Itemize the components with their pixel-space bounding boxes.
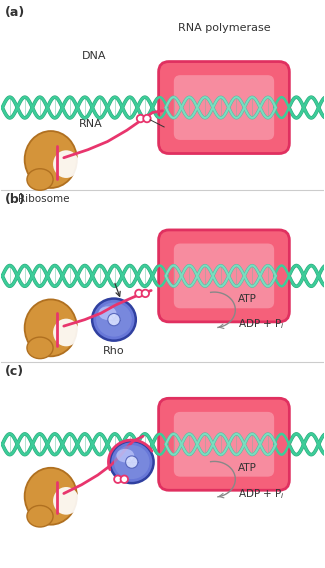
Circle shape xyxy=(135,290,143,297)
Circle shape xyxy=(137,115,144,122)
FancyBboxPatch shape xyxy=(174,244,274,308)
FancyBboxPatch shape xyxy=(159,230,289,322)
Ellipse shape xyxy=(27,337,53,358)
Circle shape xyxy=(142,290,149,297)
Ellipse shape xyxy=(98,306,116,320)
Ellipse shape xyxy=(92,299,136,341)
Ellipse shape xyxy=(53,487,79,515)
Text: ADP + P$_i$: ADP + P$_i$ xyxy=(238,487,285,501)
Ellipse shape xyxy=(27,169,53,190)
Text: Ribosome: Ribosome xyxy=(19,194,70,204)
Ellipse shape xyxy=(96,303,132,337)
Text: (b): (b) xyxy=(5,193,25,206)
Ellipse shape xyxy=(25,468,77,525)
Ellipse shape xyxy=(25,299,77,356)
Circle shape xyxy=(143,115,151,122)
Text: DNA: DNA xyxy=(82,51,107,61)
Text: ATP: ATP xyxy=(238,463,257,473)
Ellipse shape xyxy=(116,449,134,462)
Ellipse shape xyxy=(53,151,79,178)
Circle shape xyxy=(121,475,128,483)
Ellipse shape xyxy=(114,445,150,479)
Ellipse shape xyxy=(27,506,53,527)
Circle shape xyxy=(108,314,120,326)
Text: (c): (c) xyxy=(5,365,24,378)
Ellipse shape xyxy=(53,319,79,346)
Text: ATP: ATP xyxy=(238,294,257,303)
Ellipse shape xyxy=(110,441,154,483)
Circle shape xyxy=(125,456,138,468)
FancyBboxPatch shape xyxy=(159,398,289,490)
Ellipse shape xyxy=(25,131,77,188)
Text: ADP + P$_i$: ADP + P$_i$ xyxy=(238,318,285,331)
Text: RNA polymerase: RNA polymerase xyxy=(178,23,270,34)
FancyBboxPatch shape xyxy=(174,75,274,140)
FancyBboxPatch shape xyxy=(174,412,274,477)
Text: RNA: RNA xyxy=(79,119,103,128)
Circle shape xyxy=(114,475,122,483)
FancyBboxPatch shape xyxy=(159,61,289,153)
Text: (a): (a) xyxy=(5,6,25,19)
Text: Rho: Rho xyxy=(103,346,125,357)
Text: rut site: rut site xyxy=(166,130,203,140)
